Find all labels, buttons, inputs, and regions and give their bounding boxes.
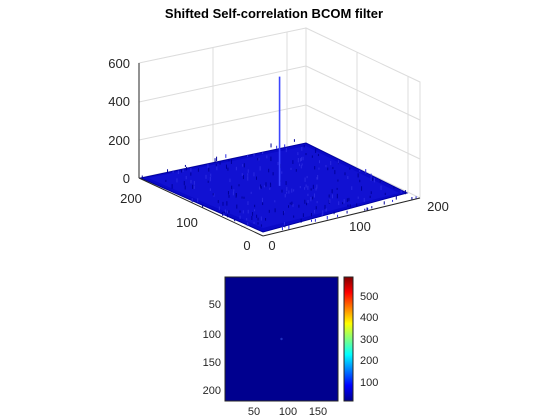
z-grid-line xyxy=(305,104,421,160)
heatmap-x-tick-labels: 50 100 150 xyxy=(248,406,327,418)
y-tick-labels: 200 100 0 xyxy=(120,191,250,253)
x-tick-label: 100 xyxy=(349,219,371,234)
surface-plot: Shifted Self-correlation BCOM filter xyxy=(108,6,449,253)
z-tick-label: 400 xyxy=(108,94,130,109)
z-grid-line xyxy=(138,65,307,103)
heatmap-y-tick-labels: 50 100 150 200 xyxy=(203,299,221,397)
chart-title: Shifted Self-correlation BCOM filter xyxy=(165,6,383,21)
heatmap-frame xyxy=(224,276,339,402)
x-tick-labels: 0 100 200 xyxy=(268,199,448,253)
colorbar-tick-label: 400 xyxy=(360,312,378,324)
surface-noise-texture xyxy=(148,146,399,228)
y-axis-line xyxy=(138,177,264,237)
z-grid-line xyxy=(305,65,421,121)
heatmap-x-tick-label: 100 xyxy=(279,406,297,418)
colorbar-tick-label: 100 xyxy=(360,377,378,389)
heatmap-y-tick-label: 200 xyxy=(203,385,221,397)
colorbar-tick-labels: 500 400 300 200 100 xyxy=(360,291,378,389)
heatmap-y-tick-label: 100 xyxy=(203,329,221,341)
colorbar-tick-label: 300 xyxy=(360,334,378,346)
heatmap-y-tick-label: 150 xyxy=(203,357,221,369)
x-axis-line xyxy=(262,197,421,237)
x-tick-label: 200 xyxy=(427,199,449,214)
z-grid-line xyxy=(138,104,307,141)
heatmap-x-tick-label: 50 xyxy=(248,406,260,418)
surface-noise-spikes xyxy=(141,139,417,231)
y-tick-label: 0 xyxy=(243,238,250,253)
z-tick-label: 200 xyxy=(108,133,130,148)
z-tick-label: 600 xyxy=(108,56,130,71)
y-tick-label: 100 xyxy=(176,215,198,230)
heatmap-plot: 50 100 150 200 50 100 150 500 400 300 20… xyxy=(203,276,378,418)
z-tick-label: 0 xyxy=(123,171,130,186)
heatmap-y-tick-label: 50 xyxy=(209,299,221,311)
colorbar-tick-label: 500 xyxy=(360,291,378,303)
y-tick-label: 200 xyxy=(120,191,142,206)
heatmap-peak xyxy=(280,337,283,341)
surface-axes xyxy=(138,63,421,237)
heatmap-x-tick-label: 150 xyxy=(309,406,327,418)
colorbar xyxy=(343,276,354,402)
z-tick-labels: 600 400 200 0 xyxy=(108,56,130,186)
x-tick-label: 0 xyxy=(268,238,275,253)
colorbar-tick-label: 200 xyxy=(360,355,378,367)
